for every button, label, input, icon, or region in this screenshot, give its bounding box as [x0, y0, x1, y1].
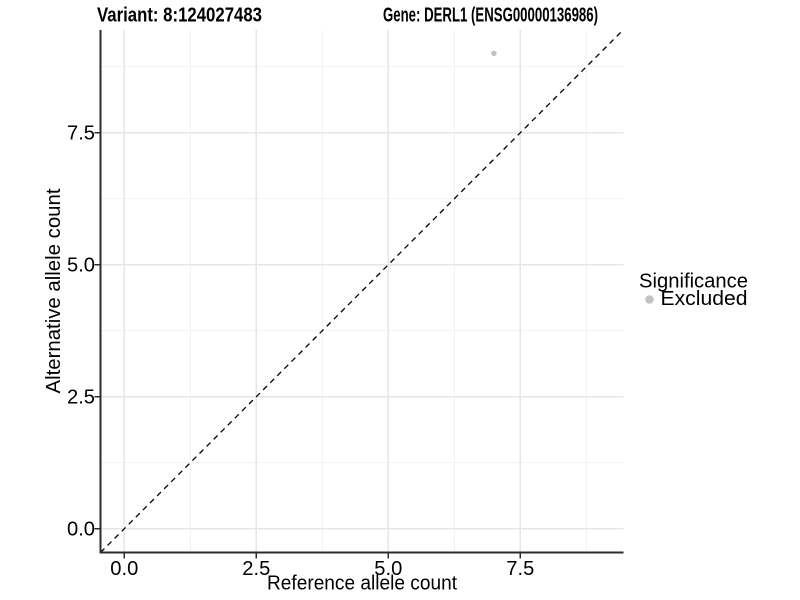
gridlines-major: [100, 30, 624, 553]
x-tick-label: 0.0: [110, 558, 138, 580]
y-tick-marks: [94, 131, 101, 530]
y-tick-label: 2.5: [67, 387, 95, 409]
y-tick-label: 0.0: [67, 519, 95, 541]
variant-title: Variant: 8:124027483: [97, 5, 262, 27]
x-tick-label: 5.0: [374, 558, 402, 580]
gene-title: Gene: DERL1 (ENSG00000136986): [383, 5, 598, 27]
x-tick-marks: [123, 552, 522, 559]
y-tick-label: 7.5: [67, 123, 95, 145]
data-point: [491, 50, 497, 56]
x-tick-label: 2.5: [242, 558, 270, 580]
x-tick-label: 7.5: [506, 558, 534, 580]
legend: Significance Excluded: [639, 271, 748, 311]
x-axis-label: Reference allele count: [267, 573, 457, 595]
legend-title: Significance: [639, 271, 748, 293]
identity-reference-line: [100, 29, 624, 553]
legend-point-marker-icon: [645, 295, 654, 304]
gridlines-minor: [100, 30, 624, 553]
legend-item-label: Excluded: [661, 288, 748, 310]
axis-lines: [99, 30, 624, 554]
y-axis-label: Alternative allele count: [43, 188, 65, 393]
y-tick-label: 5.0: [67, 255, 95, 277]
